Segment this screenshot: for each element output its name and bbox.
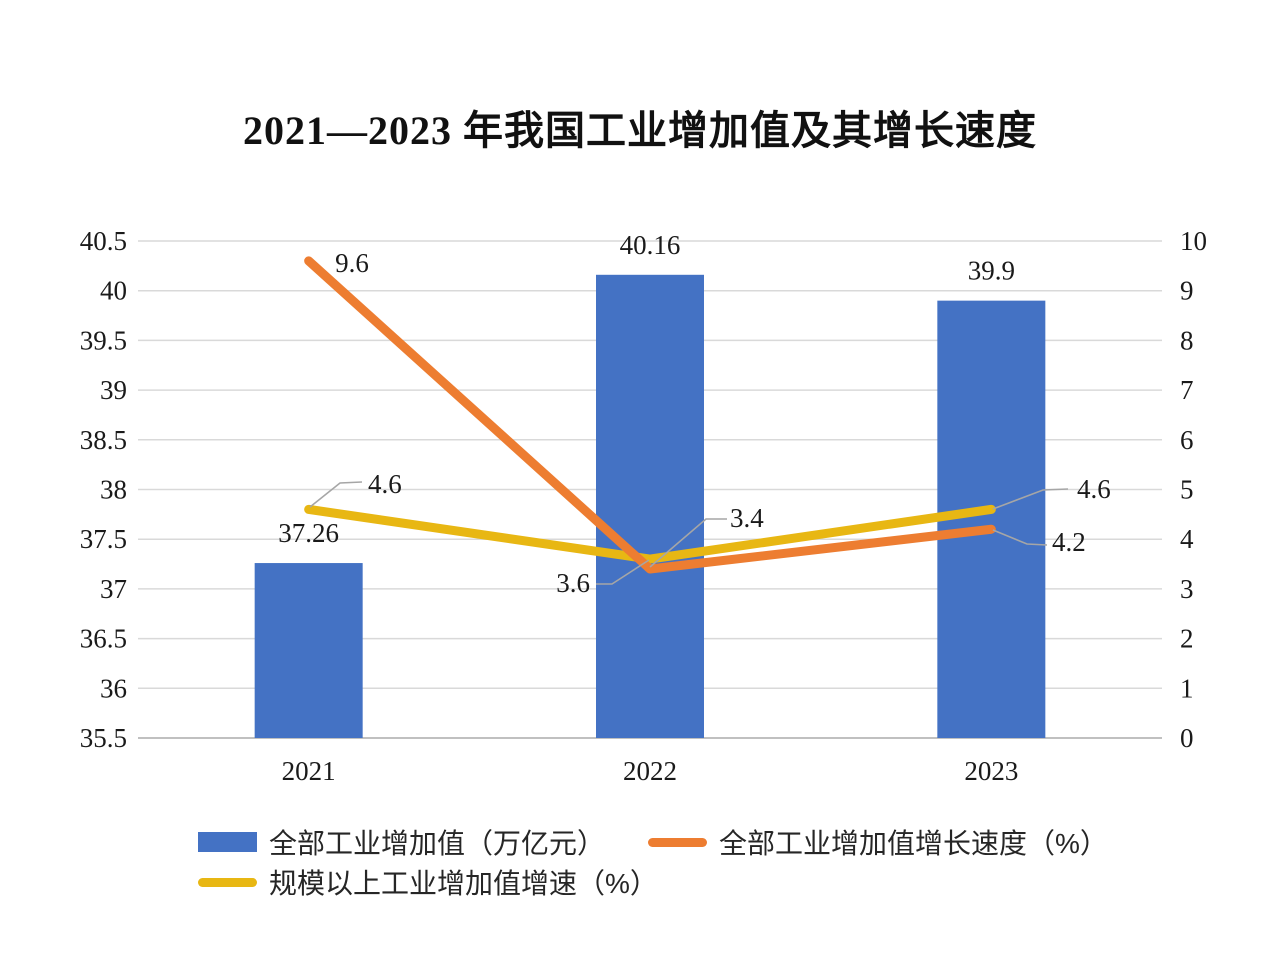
left-axis-tick: 40.5 <box>80 226 127 256</box>
x-axis-label: 2021 <box>282 756 336 786</box>
line-total-growth-rate <box>304 256 996 574</box>
leader-line <box>992 529 1048 546</box>
line-value-label: 4.2 <box>1052 527 1086 557</box>
line-value-label: 3.6 <box>556 568 590 598</box>
legend-swatch-bar-icon <box>198 832 257 852</box>
bar-2023 <box>937 300 1046 738</box>
leader-line <box>309 481 363 508</box>
right-axis-tick: 7 <box>1180 375 1194 405</box>
bar-value-label: 40.16 <box>620 230 681 260</box>
leader-line <box>992 488 1069 510</box>
chart-title: 2021—2023 年我国工业增加值及其增长速度 <box>243 108 1037 153</box>
left-axis-tick: 39 <box>100 375 127 405</box>
left-axis-tick: 35.5 <box>80 723 127 753</box>
bar-value-label: 37.26 <box>278 518 339 548</box>
left-axis-tick: 38.5 <box>80 425 127 455</box>
bar-2021 <box>254 563 363 738</box>
legend-label-above-scale-growth-rate: 规模以上工业增加值增速（%） <box>269 868 658 899</box>
bar-value-label: 39.9 <box>968 256 1015 286</box>
legend-item-above-scale-growth-rate: 规模以上工业增加值增速（%） <box>198 862 658 902</box>
bar-2022 <box>596 274 704 738</box>
line-value-label: 4.6 <box>368 469 402 499</box>
leader-line <box>649 518 727 568</box>
right-axis-tick: 3 <box>1180 574 1194 604</box>
left-axis-tick: 37.5 <box>80 524 127 554</box>
leader-line <box>596 559 650 585</box>
line-value-label: 3.4 <box>730 503 764 533</box>
legend-item-total-growth-rate: 全部工业增加值增长速度（%） <box>648 822 1108 862</box>
left-axis-tick: 36.5 <box>80 624 127 654</box>
left-axis-tick: 37 <box>100 574 127 604</box>
legend-label-industrial-added-value: 全部工业增加值（万亿元） <box>269 828 606 859</box>
right-axis-tick: 0 <box>1180 723 1194 753</box>
right-axis-tick: 1 <box>1180 673 1194 703</box>
x-axis-label: 2023 <box>964 756 1018 786</box>
left-axis-tick: 40 <box>100 276 127 306</box>
left-axis-tick: 39.5 <box>80 325 127 355</box>
line-value-label: 9.6 <box>335 248 369 278</box>
right-axis-tick: 6 <box>1180 425 1194 455</box>
legend-item-industrial-added-value: 全部工业增加值（万亿元） <box>198 822 605 862</box>
right-axis-tick: 5 <box>1180 475 1194 505</box>
x-axis-label: 2022 <box>623 756 677 786</box>
right-axis-tick: 2 <box>1180 624 1194 654</box>
legend-swatch-orange-line-icon <box>648 837 707 847</box>
right-axis-tick: 9 <box>1180 276 1194 306</box>
right-axis-tick: 10 <box>1180 226 1207 256</box>
line-above-scale-growth-rate <box>304 504 996 564</box>
left-axis-tick: 38 <box>100 475 127 505</box>
right-axis-tick: 8 <box>1180 325 1194 355</box>
line-value-label: 4.6 <box>1077 474 1111 504</box>
legend-label-total-growth-rate: 全部工业增加值增长速度（%） <box>719 828 1108 859</box>
left-axis-tick: 36 <box>100 673 127 703</box>
legend-swatch-yellow-line-icon <box>198 877 257 887</box>
right-axis-tick: 4 <box>1180 524 1194 554</box>
